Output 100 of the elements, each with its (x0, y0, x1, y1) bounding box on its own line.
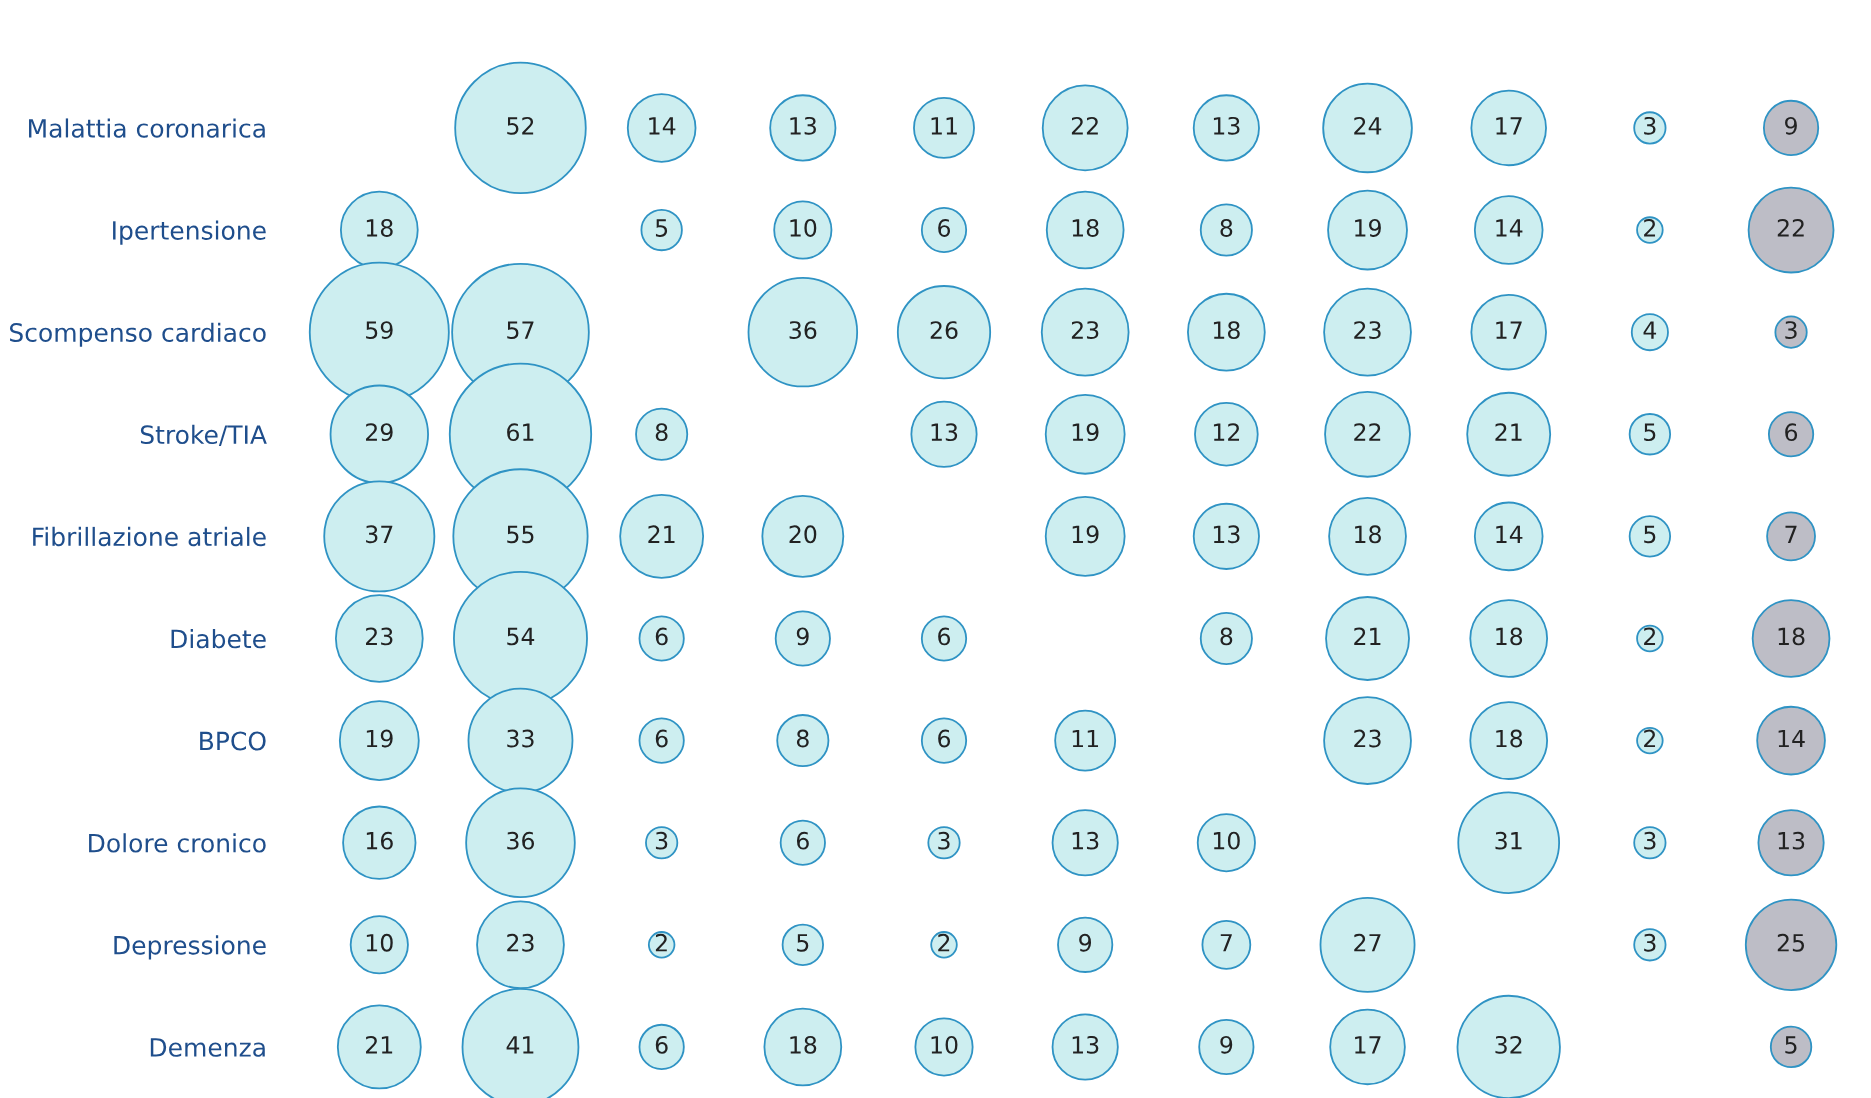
data-label: 32 (1495, 1035, 1522, 1054)
data-label: 7 (1220, 934, 1232, 952)
data-label: 3 (938, 831, 950, 850)
data-label: 5 (655, 219, 668, 237)
category-label: Depressione (114, 935, 266, 960)
data-label: 20 (789, 525, 817, 544)
data-label: 24 (1354, 116, 1382, 135)
data-label: 26 (930, 321, 958, 339)
data-label: 21 (1495, 423, 1522, 441)
data-label: 19 (1072, 525, 1099, 544)
data-label: 19 (1355, 219, 1381, 237)
data-label: 21 (648, 525, 675, 543)
category-label: Scompenso cardiaco (9, 322, 266, 347)
data-label: 6 (655, 729, 668, 748)
data-label: 5 (1785, 1036, 1797, 1054)
data-label: 21 (1354, 627, 1381, 645)
data-label: 23 (1071, 321, 1099, 339)
data-label: 10 (790, 219, 817, 237)
data-label: 13 (1072, 831, 1099, 850)
data-label: 11 (1072, 729, 1099, 748)
data-label: 2 (1644, 219, 1656, 237)
data-label: 23 (1354, 729, 1381, 748)
data-label: 13 (1213, 525, 1240, 544)
data-label: 13 (1213, 116, 1240, 135)
data-label: 3 (655, 831, 668, 850)
data-label: 29 (366, 423, 393, 442)
data-label: 4 (1643, 321, 1657, 339)
data-label: 2 (1644, 729, 1656, 748)
data-label: 18 (1072, 219, 1099, 237)
data-label: 6 (655, 627, 668, 646)
data-label: 5 (1644, 423, 1656, 442)
data-label: 14 (649, 117, 676, 135)
data-label: 10 (366, 933, 393, 952)
data-label: 19 (366, 729, 393, 748)
data-label: 37 (366, 525, 393, 544)
data-label: 9 (1785, 116, 1797, 135)
data-label: 13 (790, 116, 816, 135)
data-label: 11 (931, 117, 957, 135)
category-label: Malattia coronarica (29, 118, 265, 138)
data-label: 10 (931, 1035, 958, 1054)
data-label: 17 (1496, 321, 1522, 339)
data-label: 13 (931, 423, 958, 442)
data-label: 25 (1777, 933, 1805, 952)
data-label: 5 (797, 934, 809, 952)
data-label: 18 (1778, 627, 1805, 646)
data-label: 18 (366, 219, 393, 237)
data-label: 10 (1213, 831, 1240, 850)
data-label: 61 (507, 423, 534, 442)
data-label: 3 (1644, 831, 1656, 850)
data-label: 17 (1355, 1036, 1381, 1054)
category-label: Ipertensione (113, 220, 266, 245)
data-label: 36 (507, 831, 535, 850)
data-label: 9 (796, 627, 809, 646)
data-label: 6 (796, 831, 809, 850)
data-label: 36 (789, 321, 817, 339)
data-label: 18 (1213, 321, 1240, 339)
data-label: 3 (1785, 321, 1797, 339)
data-label: 8 (1220, 627, 1233, 646)
data-label: 9 (1220, 1035, 1233, 1054)
data-label: 13 (1778, 831, 1805, 850)
data-label: 5 (1644, 525, 1656, 544)
data-label: 12 (1213, 423, 1240, 441)
data-label: 23 (366, 627, 393, 646)
data-label: 33 (507, 729, 534, 748)
data-label: 18 (1355, 525, 1381, 544)
data-label: 14 (1496, 219, 1523, 237)
data-label: 17 (1496, 117, 1522, 135)
data-label: 41 (506, 1036, 534, 1054)
data-label: 22 (1354, 423, 1381, 441)
data-label: 52 (507, 116, 534, 135)
data-label: 57 (507, 321, 534, 339)
data-label: 6 (655, 1035, 668, 1054)
data-label: 6 (938, 729, 951, 748)
category-label: Stroke/TIA (140, 424, 267, 447)
data-label: 2 (655, 933, 667, 952)
category-label: Dolore cronico (89, 833, 266, 853)
data-label: 6 (1785, 423, 1798, 442)
category-label: Diabete (171, 628, 266, 649)
data-label: 18 (1496, 627, 1523, 646)
data-label: 59 (366, 321, 393, 339)
data-label: 13 (1072, 1035, 1099, 1054)
data-label: 2 (938, 933, 950, 952)
data-label: 21 (366, 1035, 393, 1054)
data-label: 22 (1777, 219, 1804, 237)
data-label: 8 (655, 423, 668, 442)
data-label: 3 (1644, 116, 1656, 135)
data-label: 54 (507, 627, 535, 646)
data-label: 18 (790, 1035, 817, 1054)
data-label: 16 (366, 831, 393, 850)
data-label: 19 (1072, 423, 1099, 442)
data-label: 8 (796, 729, 809, 748)
data-label: 22 (1071, 116, 1098, 135)
data-label: 23 (507, 933, 534, 952)
data-label: 27 (1354, 933, 1381, 952)
data-label: 23 (1354, 321, 1381, 339)
data-label: 2 (1644, 627, 1656, 645)
data-label: 18 (1496, 729, 1523, 748)
data-label: 6 (938, 627, 951, 646)
data-label: 8 (1220, 219, 1233, 237)
data-label: 14 (1778, 729, 1805, 748)
